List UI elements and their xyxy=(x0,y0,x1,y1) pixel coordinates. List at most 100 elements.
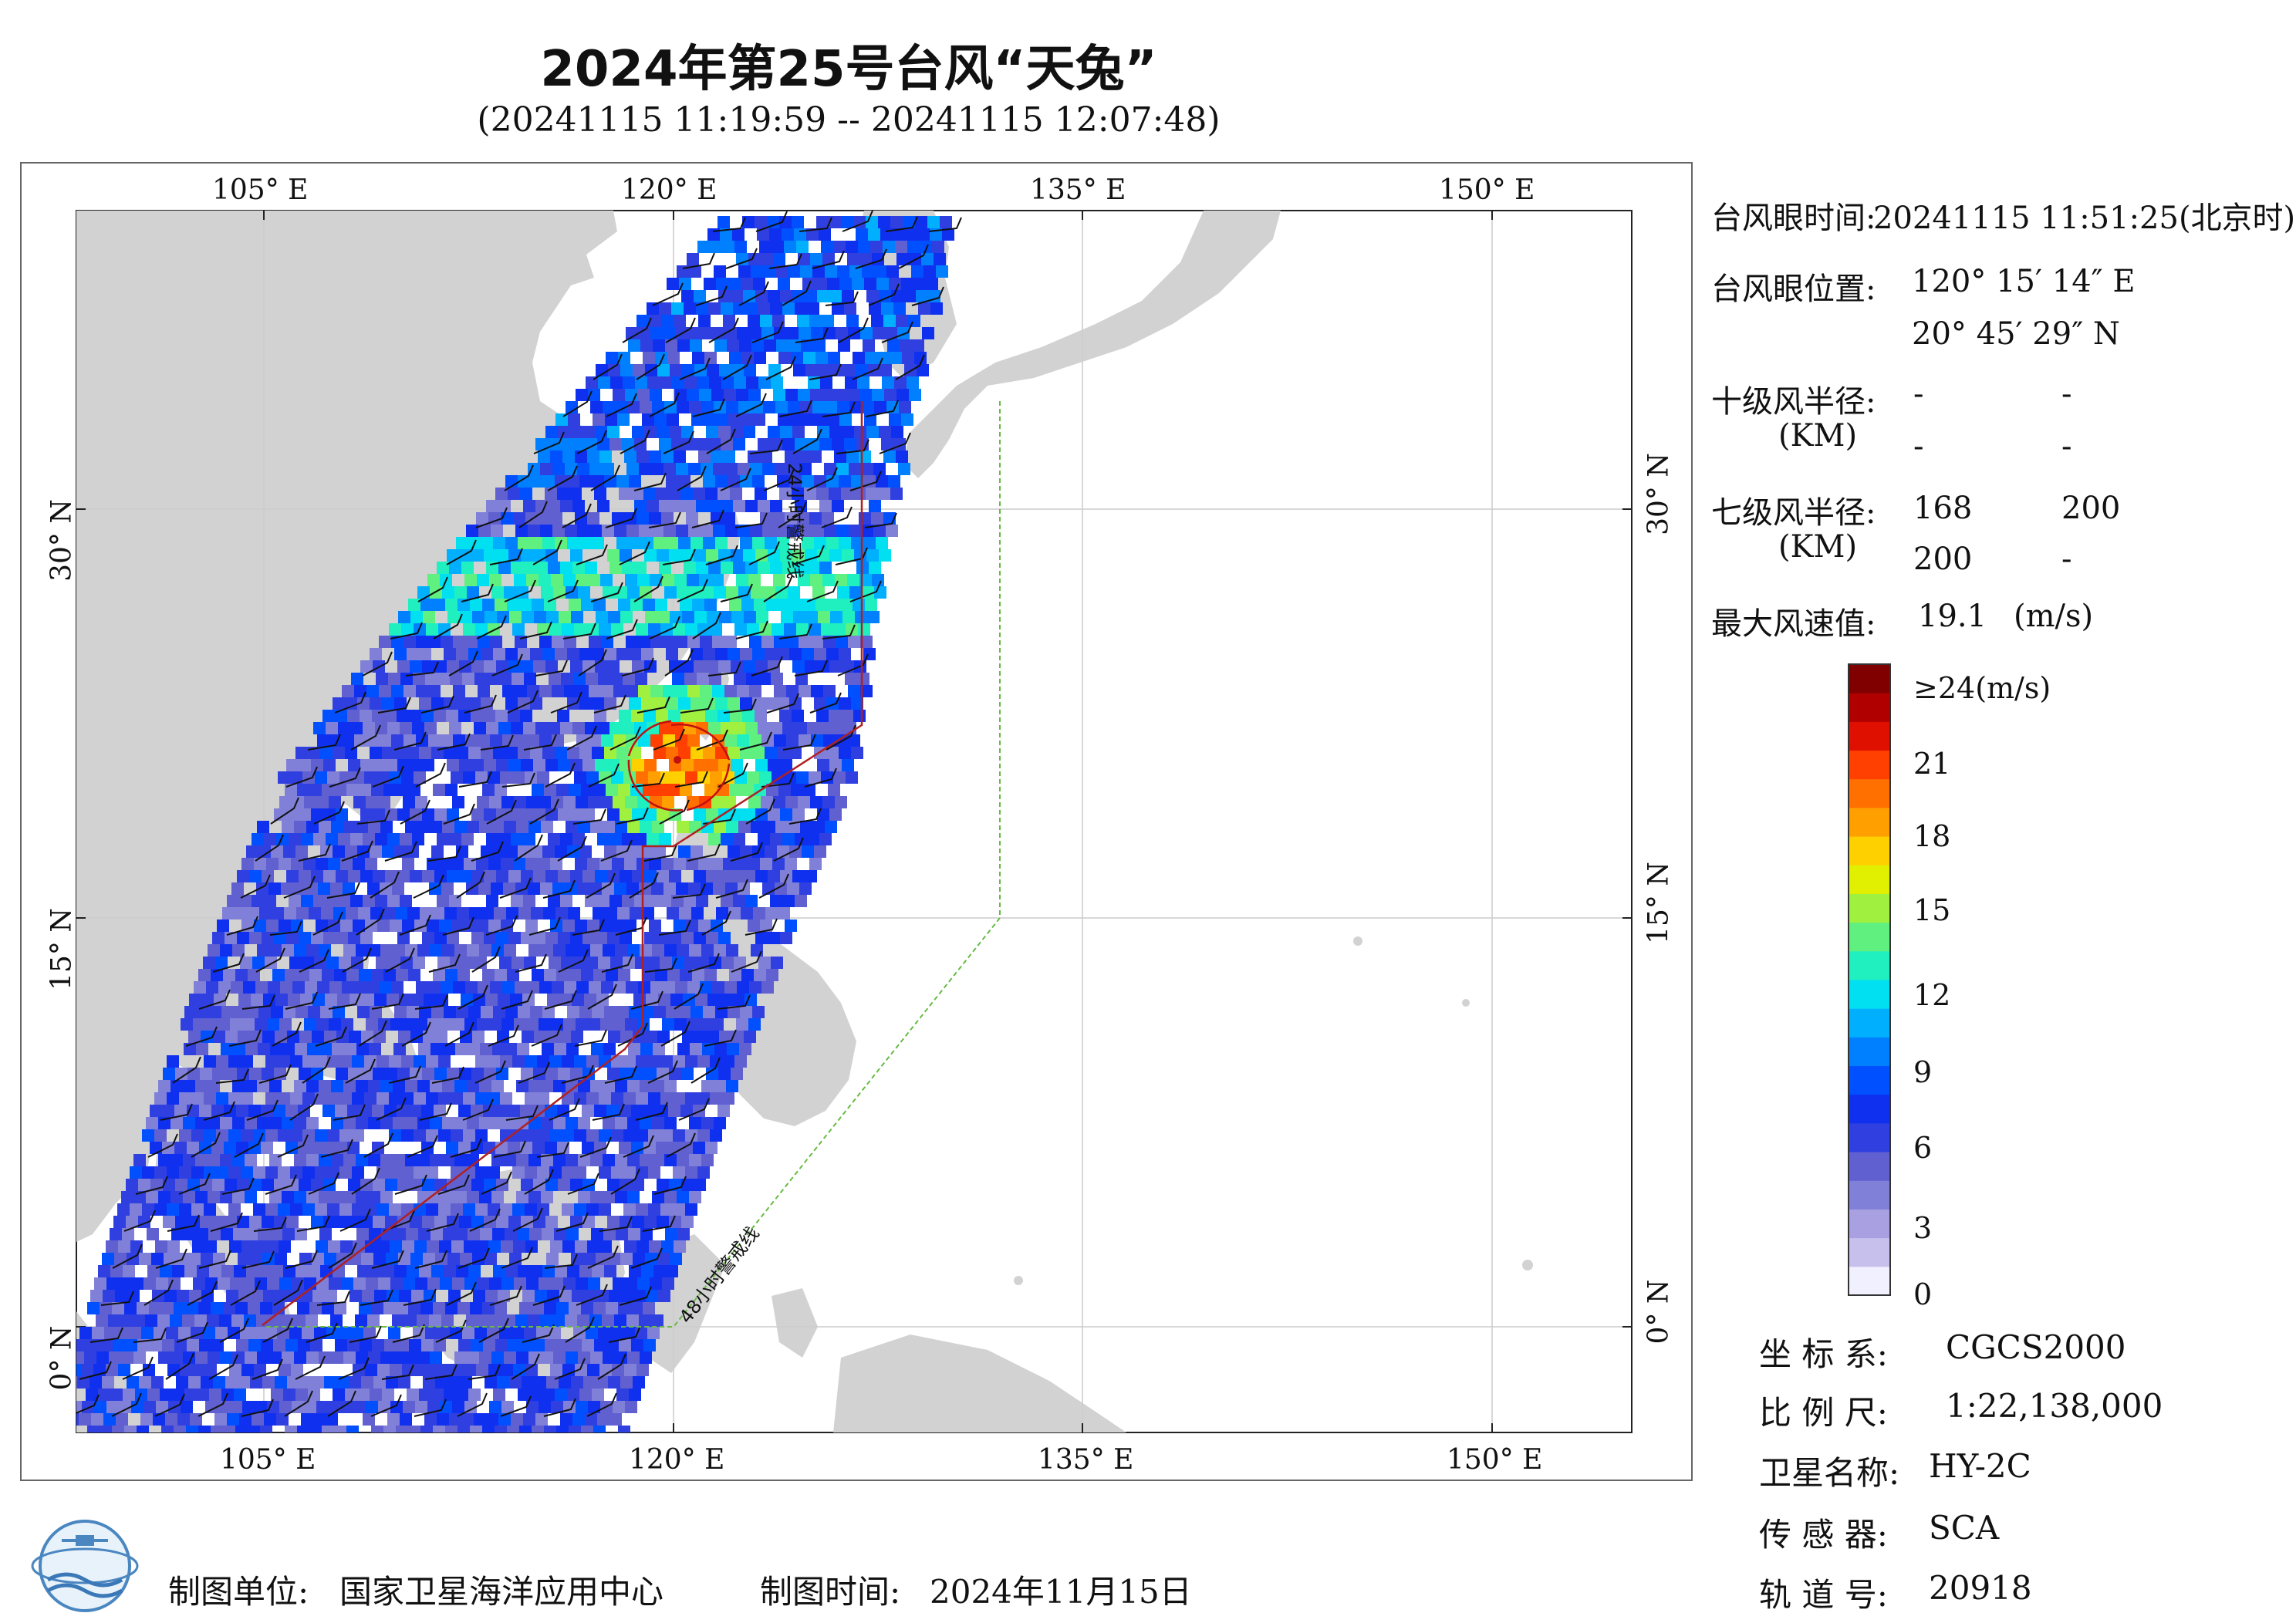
wind-cell xyxy=(548,722,560,734)
wind-barb xyxy=(623,1135,654,1158)
wind-cell xyxy=(679,278,691,290)
wind-barb xyxy=(701,910,731,936)
wind-barb xyxy=(608,1325,641,1343)
wind-cell xyxy=(799,734,811,747)
wind-cell xyxy=(535,438,548,450)
wind-cell xyxy=(771,376,783,389)
wind-cell xyxy=(534,611,546,623)
wind-cell xyxy=(515,636,527,648)
wind-cell xyxy=(228,1129,241,1142)
wind-cell xyxy=(560,833,572,845)
wind-cell xyxy=(592,697,604,710)
wind-cell xyxy=(252,1413,264,1426)
wind-cell xyxy=(697,623,710,636)
wind-cell xyxy=(753,413,765,426)
wind-cell xyxy=(562,1203,574,1216)
wind-cell xyxy=(657,426,669,438)
wind-cell xyxy=(811,327,823,339)
wind-cell xyxy=(264,1413,276,1426)
wind-cell xyxy=(485,611,497,623)
wind-cell xyxy=(360,1339,372,1351)
wind-cell xyxy=(721,562,733,574)
wind-barb xyxy=(413,874,444,899)
wind-cell xyxy=(599,1203,611,1216)
wind-cell xyxy=(679,907,691,919)
wind-cell xyxy=(472,1031,485,1043)
wind-cell xyxy=(855,364,867,376)
wind-cell xyxy=(397,1339,409,1351)
wind-cell xyxy=(407,648,419,660)
wind-cell xyxy=(204,1055,216,1068)
wind-cell xyxy=(841,710,853,722)
wind-cell xyxy=(555,845,567,858)
wind-cell xyxy=(552,981,564,994)
wind-cell xyxy=(433,784,445,796)
wind-cell xyxy=(626,636,638,648)
wind-cell xyxy=(376,673,388,685)
wind-cell xyxy=(265,1129,278,1142)
wind-cell xyxy=(431,1388,444,1401)
wind-barb xyxy=(435,1319,467,1343)
wind-cell xyxy=(411,1290,424,1302)
wind-cell xyxy=(356,1043,369,1055)
wind-cell xyxy=(870,241,883,253)
wind-cell xyxy=(237,1179,249,1191)
wind-cell xyxy=(408,599,420,611)
wind-cell xyxy=(725,525,738,537)
wind-cell xyxy=(698,919,711,932)
wind-cell xyxy=(710,1129,722,1142)
wind-cell xyxy=(496,1068,508,1080)
wind-barb xyxy=(849,580,882,602)
wind-cell xyxy=(586,673,598,685)
wind-barb xyxy=(328,993,361,1010)
wind-cell xyxy=(376,1203,389,1216)
wind-cell xyxy=(847,574,859,586)
wind-cell xyxy=(731,549,743,562)
crs-value: CGCS2000 xyxy=(1946,1328,2126,1366)
wind-barb xyxy=(672,883,706,899)
wind-cell xyxy=(758,302,770,315)
wind-cell xyxy=(416,636,428,648)
wind-cell xyxy=(455,1228,468,1240)
wind-cell xyxy=(116,1413,128,1426)
wind-cell xyxy=(636,771,648,784)
wind-cell xyxy=(532,599,544,611)
wind-cell xyxy=(517,1228,529,1240)
wind-barb xyxy=(653,1176,687,1195)
wind-cell xyxy=(451,858,464,870)
wind-cell xyxy=(553,1351,566,1364)
wind-cell xyxy=(805,660,817,673)
wind-cell xyxy=(396,784,408,796)
wind-cell xyxy=(836,525,849,537)
wind-barb xyxy=(469,1208,501,1232)
wind-cell xyxy=(223,1426,235,1432)
wind-barb xyxy=(590,464,620,491)
wind-cell xyxy=(150,1142,162,1154)
wind-cell xyxy=(496,1216,508,1228)
wind-cell xyxy=(643,352,655,364)
wind-cell xyxy=(745,994,757,1006)
wind-cell xyxy=(184,1388,197,1401)
wind-cell xyxy=(373,1376,386,1388)
wind-cell xyxy=(515,1314,528,1327)
wind-cell xyxy=(636,1203,648,1216)
wind-cell xyxy=(456,648,468,660)
wind-cell xyxy=(604,747,616,759)
wind-cell xyxy=(455,1043,468,1055)
wind-cell xyxy=(488,1055,500,1068)
wind-barb xyxy=(879,432,911,454)
wind-cell xyxy=(908,315,920,327)
wind-cell xyxy=(728,278,741,290)
wind-cell xyxy=(383,784,396,796)
wind-cell xyxy=(302,1129,315,1142)
wind-cell xyxy=(447,549,459,562)
wind-cell xyxy=(884,389,896,401)
wind-cell xyxy=(587,512,599,525)
wind-cell xyxy=(643,784,655,796)
wind-cell xyxy=(278,1166,290,1179)
wind-cell xyxy=(858,241,870,253)
wind-cell xyxy=(681,932,694,944)
wind-cell xyxy=(618,784,630,796)
wind-cell xyxy=(676,882,688,895)
wind-cell xyxy=(832,722,844,734)
